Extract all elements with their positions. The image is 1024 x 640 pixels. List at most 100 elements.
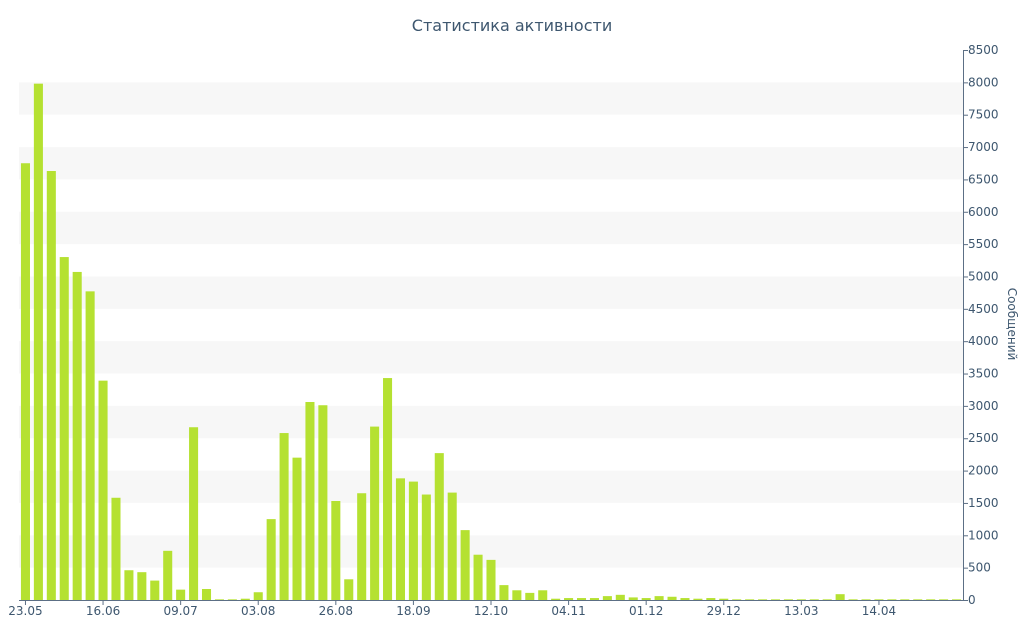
bar [421,494,431,600]
bar [447,492,457,600]
bar [770,599,781,600]
grid-bands [19,82,963,568]
y-tick-label: 0 [968,593,976,607]
bar [383,378,393,600]
y-tick-label: 8500 [968,43,999,57]
bar [33,83,43,600]
bar [150,580,160,600]
bar [20,163,30,601]
bar [848,599,858,600]
bar [861,599,871,600]
grid-band [19,276,963,309]
bar [189,427,199,600]
bar [758,599,768,600]
bar [408,481,418,600]
y-tick-label: 1500 [968,496,999,510]
bar [163,550,173,600]
grid-band [19,211,963,245]
bar [654,596,664,600]
bar [98,380,108,600]
x-tick-label: 04.11 [551,604,585,618]
y-tick-label: 7500 [968,108,999,122]
y-tick-label: 8000 [968,75,999,89]
bar [176,589,186,600]
bar [667,596,677,600]
grid-band [19,405,963,439]
bar [822,599,832,600]
y-axis-title: Сообщений [1005,288,1019,361]
x-tick-label: 14.04 [862,604,896,618]
bar [926,599,936,600]
bar [486,559,496,600]
bar [240,598,250,600]
bar [602,596,612,600]
bar [344,579,354,600]
bar [512,590,522,600]
bar [318,405,328,600]
y-tick-label: 3500 [968,367,999,381]
bar [253,592,263,600]
bar [214,599,224,600]
bar [564,598,574,600]
bar [576,598,587,600]
bar [745,599,755,600]
bar [732,599,742,600]
bar [589,598,599,600]
bar [124,570,134,600]
bar [499,585,509,600]
bar [201,589,212,600]
bar [46,171,56,600]
y-tick-label: 3000 [968,399,999,413]
x-tick-label: 23.05 [8,604,42,618]
y-tick-label: 6500 [968,172,999,186]
bar [434,453,444,600]
bar [900,599,910,600]
bar [913,599,923,600]
bar [370,426,380,600]
y-tick-label: 5000 [968,269,999,283]
bar [473,554,483,600]
bar [279,433,289,600]
grid-band [19,147,963,180]
bar [706,598,716,600]
bar [395,478,405,600]
x-tick-label: 18.09 [396,604,430,618]
y-axis-ticks: 0 500 1000 1500 2000 2500 3000 3500 4000 4500 5000… [963,43,999,607]
bar [680,598,690,600]
bar [292,457,302,600]
bar [835,594,845,600]
bar [887,599,897,600]
x-tick-label: 26.08 [319,604,353,618]
bar [809,599,819,600]
x-tick-label: 03.08 [241,604,275,618]
grid-band [19,341,963,374]
bar [85,291,95,600]
bar [357,493,367,600]
bar [719,598,729,600]
y-tick-label: 4500 [968,302,999,316]
chart-title: Статистика активности [412,16,612,35]
y-tick-label: 2500 [968,431,999,445]
bar [137,572,147,600]
x-tick-label: 16.06 [86,604,120,618]
x-tick-label: 12.10 [474,604,508,618]
bar [551,598,561,600]
bar [628,597,638,600]
bar [952,599,962,600]
bar [783,599,793,600]
bar [525,592,535,600]
bar [939,599,949,600]
bar [227,599,237,600]
y-tick-label: 4000 [968,334,999,348]
y-tick-label: 1000 [968,528,999,542]
bar [615,594,625,600]
x-tick-label: 13.03 [784,604,818,618]
y-tick-label: 7000 [968,140,999,154]
y-tick-label: 5500 [968,237,999,251]
bar-series [20,83,962,601]
bar [111,497,121,600]
bar [641,598,651,600]
x-axis-ticks: 23.05 16.06 09.07 03.08 26.08 18.09 12.10 04.11… [8,600,896,618]
y-tick-label: 2000 [968,464,999,478]
